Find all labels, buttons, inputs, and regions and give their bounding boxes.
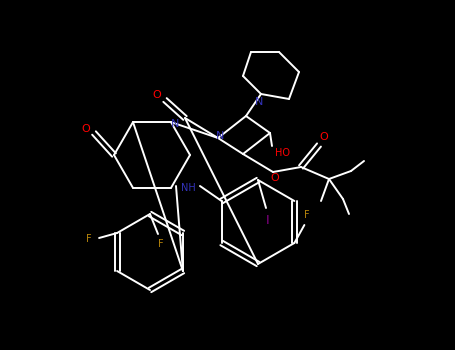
Text: N: N bbox=[171, 119, 179, 129]
Text: O: O bbox=[81, 124, 91, 134]
Text: F: F bbox=[86, 234, 92, 244]
Text: N: N bbox=[216, 131, 224, 141]
Text: O: O bbox=[152, 90, 162, 100]
Text: O: O bbox=[271, 173, 279, 183]
Text: F: F bbox=[303, 210, 309, 220]
Text: N: N bbox=[255, 97, 263, 107]
Text: I: I bbox=[266, 214, 270, 226]
Text: F: F bbox=[158, 239, 164, 249]
Text: NH: NH bbox=[181, 183, 195, 193]
Text: O: O bbox=[319, 132, 329, 142]
Text: HO: HO bbox=[275, 148, 290, 158]
